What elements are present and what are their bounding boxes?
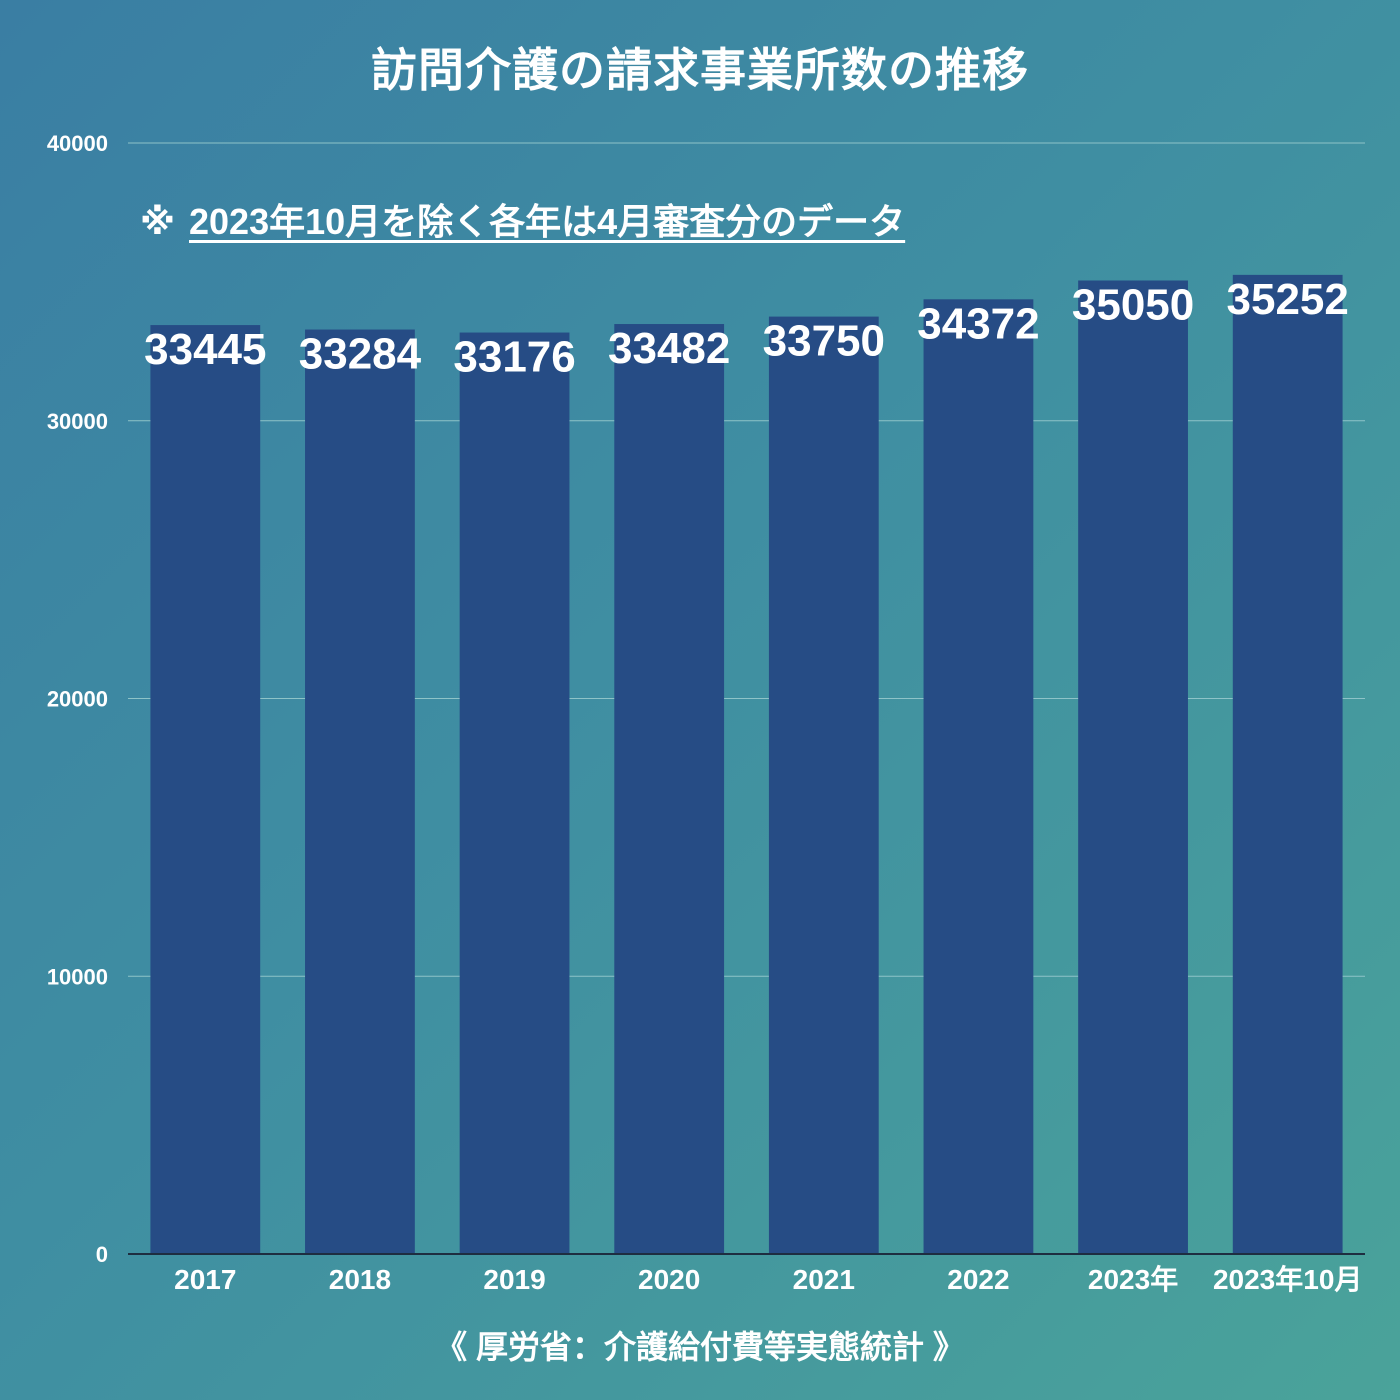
data-label: 33176 [453,333,575,382]
chart-note: ※ 2023年10月を除く各年は4月審査分のデータ [140,193,905,245]
x-tick-label: 2018 [329,1264,391,1295]
data-labels: 33445 33284 33176 33482 33750 34372 35050 35252 [144,275,1349,382]
x-tick-label: 2017 [174,1264,236,1295]
x-tick-label: 2023年 [1088,1263,1178,1295]
bar [1078,280,1188,1255]
note-mark: ※ [140,201,175,242]
data-label: 33482 [608,324,730,373]
data-label: 35252 [1227,275,1349,324]
data-label: 33445 [144,325,266,374]
x-tick-label: 2020 [638,1264,700,1295]
y-tick-label: 20000 [47,687,108,712]
y-tick-label: 0 [96,1242,108,1267]
x-tick-label: 2021 [793,1264,855,1295]
y-tick-label: 40000 [47,131,108,156]
x-tick-label: 2022 [947,1264,1009,1295]
bar [305,329,415,1255]
data-label: 34372 [917,299,1039,348]
note-text: 2023年10月を除く各年は4月審査分のデータ [189,201,906,242]
bar [923,299,1034,1254]
bar [768,316,879,1254]
bar [614,324,725,1254]
data-label: 33750 [763,317,885,366]
axes: 0 10000 20000 30000 40000 2017 2018 2019 2020 202… [47,131,1365,1295]
bar [459,332,570,1254]
x-tick-label: 2019 [483,1264,545,1295]
data-label: 33284 [299,330,422,379]
source-citation: 《 厚労省：介護給付費等実態統計 》 [435,1329,965,1365]
chart-title: 訪問介護の請求事業所数の推移 [371,44,1029,96]
y-tick-label: 10000 [47,964,108,989]
bar [1232,274,1343,1254]
x-tick-label: 2023年10月 [1213,1263,1362,1295]
y-tick-label: 30000 [47,409,108,434]
bars [150,274,1343,1255]
bar [150,325,261,1254]
data-label: 35050 [1072,280,1194,329]
